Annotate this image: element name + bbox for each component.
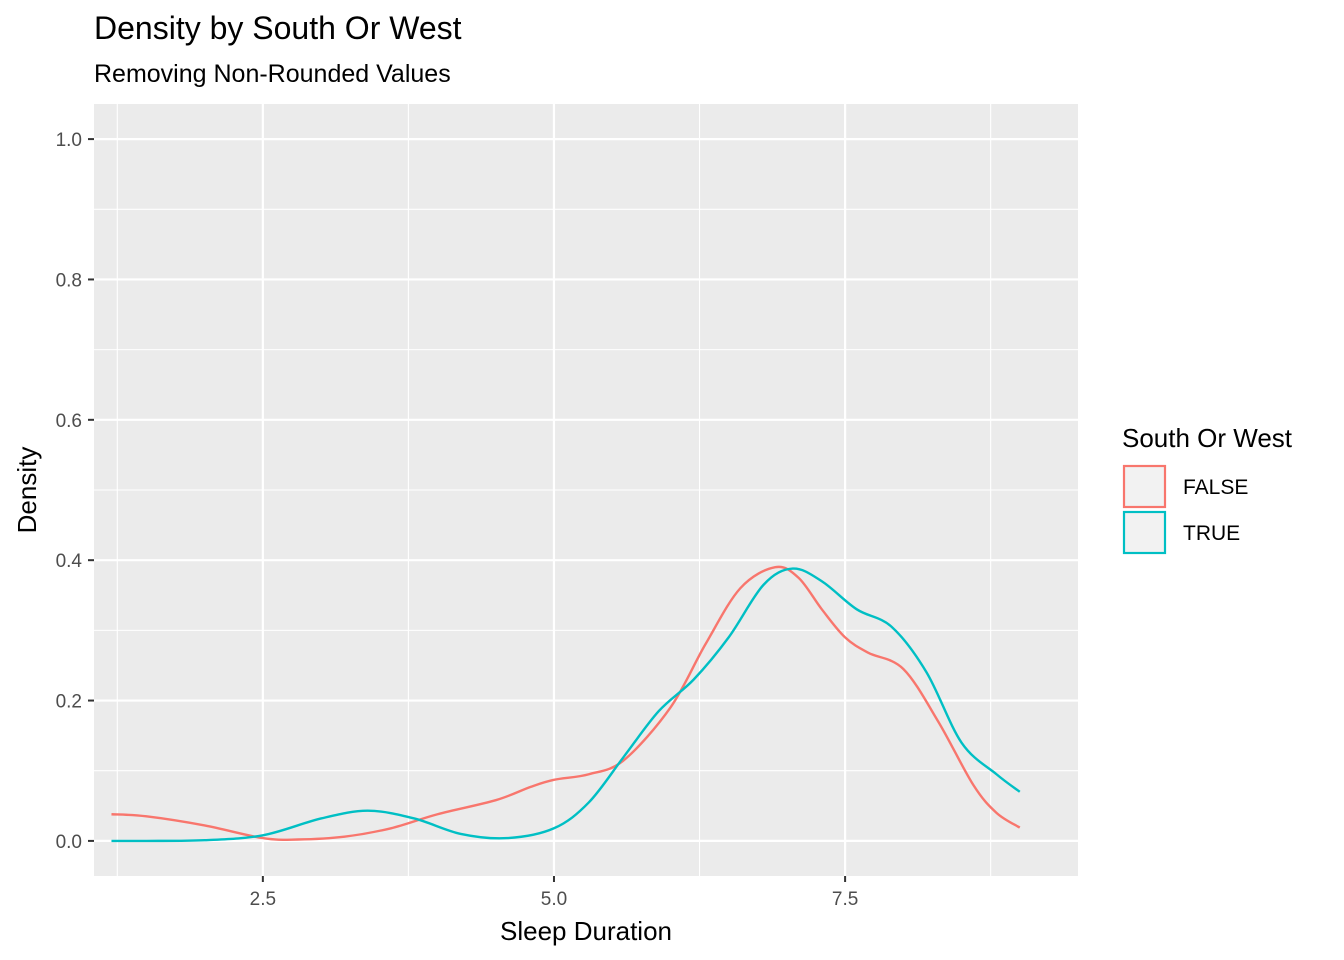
legend-label-true: TRUE: [1183, 522, 1240, 545]
y-tick-label: 0.0: [56, 832, 82, 853]
legend-title: South Or West: [1122, 423, 1293, 453]
y-tick-label: 0.8: [56, 270, 82, 291]
y-tick-label: 0.2: [56, 692, 82, 713]
series-lines: [111, 565, 1021, 843]
y-tick-label: 0.6: [56, 411, 82, 432]
x-tick-label: 7.5: [832, 889, 858, 910]
y-tick-label: 0.4: [56, 551, 83, 572]
x-tick-label: 5.0: [541, 889, 567, 910]
legend: South Or West FALSE TRUE: [1122, 423, 1293, 555]
chart-title: Density by South Or West: [94, 10, 462, 46]
series-line-false: [111, 565, 1021, 841]
x-axis-title: Sleep Duration: [500, 916, 672, 946]
legend-label-false: FALSE: [1183, 476, 1248, 499]
series-line-true: [111, 567, 1021, 843]
x-tick-label: 2.5: [250, 889, 276, 910]
y-axis: 0.0 0.2 0.4 0.6 0.8 1.0: [56, 130, 94, 853]
legend-key-false: [1122, 464, 1167, 509]
legend-key-true: [1122, 510, 1167, 555]
y-axis-title: Density: [12, 447, 42, 534]
x-axis: 2.5 5.0 7.5: [250, 876, 858, 910]
y-tick-label: 1.0: [56, 130, 82, 151]
chart-subtitle: Removing Non-Rounded Values: [94, 60, 451, 88]
grid: [94, 104, 1078, 876]
